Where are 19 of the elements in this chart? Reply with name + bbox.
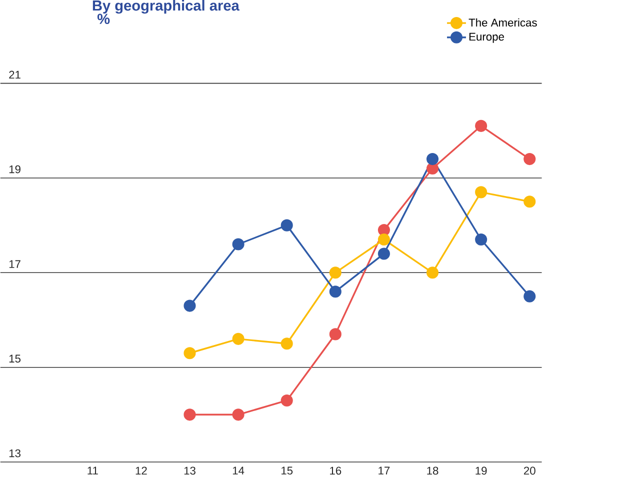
x-tick-label: 18 (427, 466, 438, 475)
x-tick-label: 19 (476, 466, 487, 475)
x-tick-label: 16 (330, 466, 342, 475)
y-tick-label: 15 (9, 354, 21, 363)
chart-title: By geographical area (92, 0, 240, 14)
x-tick-label: 14 (232, 466, 244, 475)
x-tick-label: 13 (184, 466, 196, 475)
legend-label: Europe (469, 32, 504, 43)
y-tick-label: 13 (9, 449, 20, 458)
chart-subtitle: % (97, 14, 110, 24)
x-tick-label: 11 (88, 466, 98, 475)
x-tick-label: 20 (524, 466, 536, 475)
x-tick-label: 12 (136, 466, 147, 475)
y-tick-label: 21 (9, 70, 20, 79)
x-tick-label: 15 (282, 466, 293, 475)
y-tick-label: 19 (9, 165, 20, 174)
legend-label: The Americas (468, 18, 537, 27)
x-tick-label: 17 (378, 466, 390, 475)
y-tick-label: 17 (9, 260, 20, 268)
